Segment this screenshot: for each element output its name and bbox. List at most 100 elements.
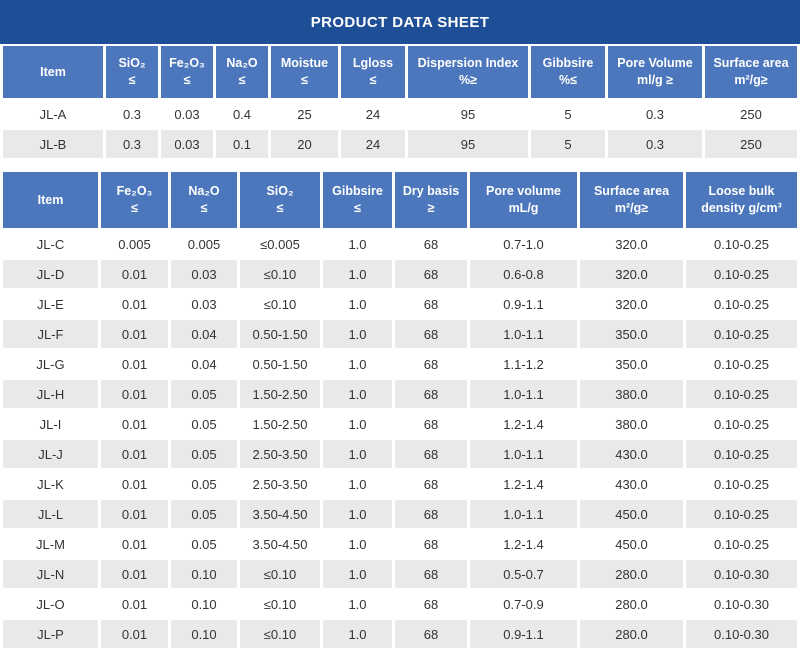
column-label: Item — [37, 192, 64, 207]
value-cell: 0.10-0.25 — [686, 260, 797, 288]
value-cell: ≤0.10 — [240, 620, 320, 648]
value-cell: 0.4 — [216, 100, 268, 128]
col-header-gibbsire: Gibbsire %≤ — [531, 46, 605, 98]
item-cell: JL-K — [3, 470, 98, 498]
value-cell: 1.0 — [323, 260, 392, 288]
value-cell: 1.0 — [323, 290, 392, 318]
value-cell: 0.01 — [101, 620, 168, 648]
value-cell: 1.0 — [323, 230, 392, 258]
value-cell: 1.0 — [323, 530, 392, 558]
value-cell: 0.10 — [171, 620, 237, 648]
item-cell: JL-A — [3, 100, 103, 128]
item-cell: JL-J — [3, 440, 98, 468]
value-cell: 5 — [531, 130, 605, 158]
column-label: Pore Volume — [617, 56, 693, 71]
value-cell: 1.2-1.4 — [470, 410, 577, 438]
value-cell: 0.10-0.25 — [686, 500, 797, 528]
value-cell: 0.05 — [171, 440, 237, 468]
value-cell: 0.3 — [106, 130, 158, 158]
spec-table-primary: Item SiO₂ ≤ Fe₂O₃ ≤ Na₂O ≤ Moistue ≤ Lgloss ≤… — [0, 44, 800, 160]
column-label: SiO₂ — [118, 56, 146, 71]
value-cell: 0.9-1.1 — [470, 290, 577, 318]
column-constraint: ≤ — [131, 201, 138, 215]
value-cell: 1.50-2.50 — [240, 410, 320, 438]
value-cell: 0.01 — [101, 560, 168, 588]
value-cell: 0.01 — [101, 440, 168, 468]
value-cell: 0.9-1.1 — [470, 620, 577, 648]
value-cell: 68 — [395, 440, 467, 468]
value-cell: 280.0 — [580, 590, 683, 618]
table-header-row: Item SiO₂ ≤ Fe₂O₃ ≤ Na₂O ≤ Moistue ≤ Lgloss ≤… — [3, 46, 797, 98]
column-label: Surface area — [713, 56, 789, 71]
value-cell: 68 — [395, 560, 467, 588]
title-bar: PRODUCT DATA SHEET — [0, 0, 800, 44]
value-cell: 0.6-0.8 — [470, 260, 577, 288]
value-cell: 0.03 — [161, 100, 213, 128]
col-header-lgloss: Lgloss ≤ — [341, 46, 405, 98]
table-row: JL-P 0.01 0.10 ≤0.10 1.0 68 0.9-1.1 280.0 0.10-0… — [3, 620, 797, 648]
column-label: Lgloss — [352, 56, 394, 71]
item-cell: JL-I — [3, 410, 98, 438]
value-cell: 1.0-1.1 — [470, 440, 577, 468]
value-cell: 1.0 — [323, 380, 392, 408]
value-cell: 250 — [705, 130, 797, 158]
value-cell: 0.10-0.25 — [686, 320, 797, 348]
value-cell: 2.50-3.50 — [240, 440, 320, 468]
value-cell: 0.005 — [171, 230, 237, 258]
col-header-dry-basis: Dry basis ≥ — [395, 172, 467, 228]
value-cell: ≤0.10 — [240, 560, 320, 588]
column-label: SiO₂ — [266, 184, 294, 199]
table-row: JL-B 0.3 0.03 0.1 20 24 95 5 0.3 250 — [3, 130, 797, 158]
value-cell: 0.1 — [216, 130, 268, 158]
column-constraint: ≤ — [200, 201, 208, 215]
value-cell: 0.01 — [101, 320, 168, 348]
value-cell: 68 — [395, 620, 467, 648]
value-cell: 380.0 — [580, 410, 683, 438]
value-cell: 0.05 — [171, 470, 237, 498]
table-row: JL-G 0.01 0.04 0.50-1.50 1.0 68 1.1-1.2 350.0 0.… — [3, 350, 797, 378]
value-cell: 0.10 — [171, 560, 237, 588]
value-cell: ≤0.10 — [240, 290, 320, 318]
value-cell: 1.0 — [323, 620, 392, 648]
value-cell: 1.2-1.4 — [470, 530, 577, 558]
column-constraint: %≥ — [459, 73, 477, 87]
col-header-moistue: Moistue ≤ — [271, 46, 338, 98]
value-cell: 0.01 — [101, 350, 168, 378]
column-constraint: ≤ — [238, 73, 246, 87]
value-cell: 0.10-0.30 — [686, 560, 797, 588]
column-label: Item — [40, 64, 66, 79]
column-label: Pore volume — [485, 184, 562, 199]
col-header-dispersion-index: Dispersion Index %≥ — [408, 46, 528, 98]
value-cell: 350.0 — [580, 320, 683, 348]
table-row: JL-E 0.01 0.03 ≤0.10 1.0 68 0.9-1.1 320.0 0.10-0… — [3, 290, 797, 318]
item-cell: JL-N — [3, 560, 98, 588]
item-cell: JL-M — [3, 530, 98, 558]
value-cell: 0.05 — [171, 410, 237, 438]
item-cell: JL-B — [3, 130, 103, 158]
value-cell: ≤0.10 — [240, 260, 320, 288]
value-cell: 1.0-1.1 — [470, 320, 577, 348]
spec-table-secondary: Item Fe₂O₃ ≤ Na₂O ≤ SiO₂ ≤ Gibbsire ≤ Dry ba… — [0, 170, 800, 650]
value-cell: 68 — [395, 470, 467, 498]
column-label: Na₂O — [188, 184, 220, 199]
col-header-surface-area: Surface area m²/g≥ — [580, 172, 683, 228]
value-cell: 0.7-0.9 — [470, 590, 577, 618]
table-row: JL-M 0.01 0.05 3.50-4.50 1.0 68 1.2-1.4 450.0 0.… — [3, 530, 797, 558]
value-cell: 0.10-0.25 — [686, 290, 797, 318]
value-cell: 450.0 — [580, 530, 683, 558]
value-cell: 0.3 — [106, 100, 158, 128]
value-cell: 68 — [395, 500, 467, 528]
item-cell: JL-P — [3, 620, 98, 648]
value-cell: 1.0 — [323, 410, 392, 438]
column-constraint: ml/g ≥ — [636, 73, 674, 87]
value-cell: 0.04 — [171, 350, 237, 378]
value-cell: 1.0 — [323, 560, 392, 588]
table-row: JL-C 0.005 0.005 ≤0.005 1.0 68 0.7-1.0 320.0 0.1… — [3, 230, 797, 258]
value-cell: 0.01 — [101, 470, 168, 498]
item-cell: JL-H — [3, 380, 98, 408]
value-cell: 1.0-1.1 — [470, 500, 577, 528]
table-header-row: Item Fe₂O₃ ≤ Na₂O ≤ SiO₂ ≤ Gibbsire ≤ Dry ba… — [3, 172, 797, 228]
col-header-na2o: Na₂O ≤ — [216, 46, 268, 98]
value-cell: 0.01 — [101, 410, 168, 438]
table-row: JL-A 0.3 0.03 0.4 25 24 95 5 0.3 250 — [3, 100, 797, 128]
